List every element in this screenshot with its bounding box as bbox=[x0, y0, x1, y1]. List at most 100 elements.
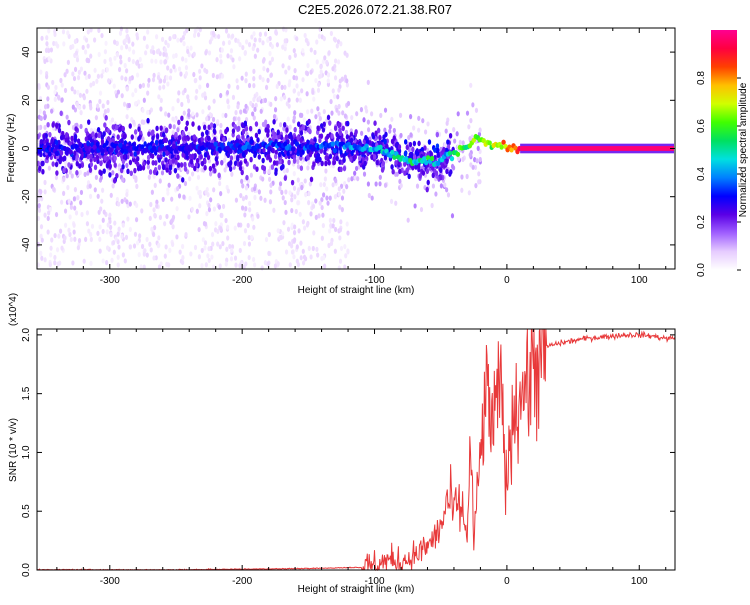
spectrogram-cell bbox=[194, 95, 198, 101]
spectrogram-cell bbox=[274, 170, 278, 176]
spectrogram-cell bbox=[244, 194, 248, 200]
spectrogram-cell bbox=[383, 107, 388, 113]
spectrogram-cell bbox=[389, 198, 394, 205]
spectrogram-cell bbox=[240, 169, 244, 176]
spectrogram-cell bbox=[120, 198, 124, 204]
spectrogram-cell bbox=[443, 182, 447, 188]
spectrogram-cell bbox=[101, 228, 105, 235]
spectrogram-cell bbox=[303, 32, 307, 39]
spectrogram-cell bbox=[65, 173, 69, 179]
spectrogram-cell bbox=[82, 258, 86, 264]
spectrogram-cell bbox=[337, 103, 341, 110]
spectrogram-y-axis: -40 -20 0 20 40 bbox=[21, 46, 675, 252]
spectrogram-cell bbox=[165, 162, 169, 168]
spectrogram-cell bbox=[316, 87, 321, 93]
spectrogram-cell bbox=[325, 186, 329, 192]
spectrogram-cell bbox=[168, 164, 173, 171]
spectrogram-cell bbox=[75, 101, 79, 107]
spectrogram-cell bbox=[360, 130, 364, 136]
spectrogram-cell bbox=[132, 119, 136, 125]
spectrogram-cell bbox=[205, 82, 210, 88]
spectrogram-cell bbox=[51, 161, 55, 167]
spectrogram-cell bbox=[83, 171, 87, 178]
spectrogram-cell bbox=[299, 165, 304, 172]
spectrogram-cell bbox=[321, 127, 326, 133]
spectrogram-cell bbox=[71, 104, 75, 110]
spectrogram-cell bbox=[138, 233, 142, 239]
spectrogram-cell bbox=[205, 68, 209, 75]
spectrogram-cell bbox=[52, 40, 56, 47]
spectrogram-cell bbox=[307, 191, 311, 197]
spectrogram-cell bbox=[59, 110, 63, 117]
spectrogram-cell bbox=[318, 115, 322, 122]
spectrogram-cell bbox=[241, 151, 246, 158]
spectrogram-cell bbox=[327, 242, 331, 249]
spectrogram-cell bbox=[477, 179, 481, 185]
spectrogram-cell bbox=[98, 236, 102, 242]
spectrogram-cell bbox=[119, 59, 123, 65]
spectrogram-cell bbox=[234, 197, 239, 203]
spectrogram-cell bbox=[101, 258, 105, 264]
spectrogram-cell bbox=[391, 168, 395, 175]
spectrogram-cell bbox=[161, 196, 165, 203]
snr-y-axis: 0.0 0.5 1.0 1.5 2.0 bbox=[21, 327, 675, 577]
spectrogram-cell bbox=[328, 195, 332, 201]
spectrogram-cell bbox=[279, 234, 283, 241]
spectrogram-cell bbox=[313, 49, 317, 56]
spectrogram-cell bbox=[177, 66, 182, 72]
spectrogram-cell bbox=[332, 217, 336, 224]
spectrogram-ridge-cell bbox=[332, 147, 338, 154]
spectrogram-cell bbox=[252, 76, 256, 82]
spectrogram-cell bbox=[58, 158, 62, 165]
spectrogram-cell bbox=[120, 93, 124, 99]
spectrogram-cell bbox=[152, 169, 157, 175]
spectrogram-cell bbox=[329, 30, 333, 37]
spectrogram-cell bbox=[157, 235, 161, 241]
spectrogram-cell bbox=[301, 248, 305, 254]
spectrogram-cell bbox=[39, 233, 43, 239]
spectrogram-cell bbox=[195, 88, 199, 94]
spectrogram-cell bbox=[157, 264, 162, 270]
spectrogram-cell bbox=[175, 206, 179, 212]
spectrogram-cell bbox=[116, 89, 120, 95]
spectrogram-cell bbox=[176, 154, 180, 161]
spectrogram-cell bbox=[96, 230, 100, 236]
spectrogram-cell bbox=[430, 202, 434, 209]
spectrogram-cell bbox=[229, 155, 234, 161]
spectrogram-cell bbox=[66, 59, 70, 66]
spectrogram-ridge-cell bbox=[501, 139, 506, 145]
spectrogram-cell bbox=[132, 49, 136, 55]
spectrogram-cell bbox=[283, 199, 287, 206]
spectrogram-cell bbox=[322, 255, 326, 261]
spectrogram-cell bbox=[319, 64, 323, 70]
spectrogram-cell bbox=[304, 37, 309, 43]
spectrogram-cell bbox=[54, 41, 58, 47]
spectrogram-cell bbox=[91, 131, 95, 137]
y-tick-label: 1.0 bbox=[21, 445, 32, 459]
spectrogram-cell bbox=[346, 249, 350, 255]
spectrogram-cell bbox=[269, 182, 273, 188]
spectrogram-cell bbox=[204, 50, 208, 56]
spectrogram-cell bbox=[398, 178, 402, 185]
spectrogram-cell bbox=[146, 164, 150, 170]
spectrogram-cell bbox=[137, 252, 141, 258]
spectrogram-cell bbox=[168, 123, 172, 130]
spectrogram-cell bbox=[290, 249, 295, 255]
spectrogram-x-axis: -300 -200 -100 0 100 bbox=[56, 28, 667, 286]
spectrogram-cell bbox=[133, 101, 138, 107]
spectrogram-cell bbox=[307, 118, 311, 125]
spectrogram-cell bbox=[140, 243, 145, 250]
spectrogram-cell bbox=[397, 144, 402, 150]
spectrogram-cell bbox=[237, 121, 241, 127]
spectrogram-cell bbox=[275, 83, 279, 89]
spectrogram-cell bbox=[48, 131, 52, 138]
colorbar-tick-label: 0.0 bbox=[696, 263, 707, 277]
spectrogram-cell bbox=[181, 255, 185, 261]
spectrogram-cell bbox=[205, 116, 209, 122]
spectrogram-cell bbox=[133, 167, 137, 174]
spectrogram-cell bbox=[181, 35, 185, 41]
spectrogram-cell bbox=[293, 52, 297, 58]
spectrogram-cell bbox=[151, 160, 155, 166]
spectrogram-cell bbox=[338, 235, 342, 241]
spectrogram-cell bbox=[296, 200, 300, 206]
